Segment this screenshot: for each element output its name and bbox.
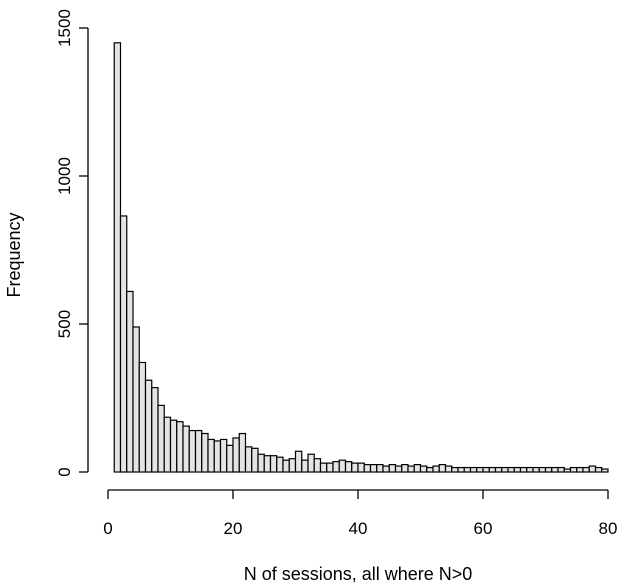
histogram-bar	[307, 453, 315, 473]
histogram-bar	[182, 425, 190, 473]
histogram-bar	[532, 466, 540, 473]
histogram-bar	[413, 464, 422, 473]
histogram-bar	[257, 453, 265, 473]
histogram-bar	[176, 421, 184, 473]
histogram-bar	[276, 456, 284, 473]
histogram-bar	[251, 447, 259, 473]
histogram-bar	[576, 466, 584, 473]
histogram-bar	[526, 466, 534, 473]
histogram-bar	[469, 466, 478, 473]
histogram-bar	[169, 419, 178, 473]
histogram-bar	[569, 466, 578, 473]
histogram-bar	[294, 450, 303, 473]
histogram-bar	[451, 466, 459, 473]
histogram-bar	[163, 416, 172, 473]
histogram-bar	[494, 466, 503, 473]
histogram-bar	[126, 290, 134, 473]
histogram-bar	[382, 465, 390, 473]
histogram-bar	[151, 387, 159, 473]
histogram-bar	[138, 361, 147, 473]
histogram-bar	[507, 466, 515, 473]
histogram-bar	[419, 465, 428, 473]
y-axis: 0 500 1000 1500	[55, 9, 89, 477]
histogram-bar	[338, 459, 347, 473]
histogram-bar	[326, 462, 334, 473]
histogram-bar	[476, 466, 484, 473]
x-axis-title: N of sessions, all where N>0	[244, 564, 473, 584]
histogram-bar	[351, 462, 359, 473]
histogram-bar	[301, 459, 309, 473]
histogram-bar	[201, 432, 209, 473]
histogram-bar	[482, 466, 490, 473]
histogram-bar	[388, 464, 397, 473]
histogram-bar	[313, 458, 322, 473]
histogram-bar	[369, 464, 378, 473]
histogram-bar	[444, 465, 453, 473]
histogram-bar	[376, 464, 384, 473]
histogram-bars	[113, 42, 609, 473]
histogram-bar	[207, 438, 215, 473]
histogram-bar	[188, 429, 197, 473]
x-tick-label: 80	[599, 519, 618, 538]
histogram-bar	[501, 466, 509, 473]
histogram-bar	[513, 466, 522, 473]
histogram-bar	[357, 462, 365, 473]
histogram-bar	[601, 468, 609, 473]
x-tick-label: 40	[349, 519, 368, 538]
x-tick-label: 20	[224, 519, 243, 538]
histogram-bar	[219, 438, 228, 473]
x-axis: 0 20 40 60 80	[103, 489, 618, 538]
histogram-bar	[244, 446, 253, 473]
histogram-bar	[332, 461, 340, 473]
histogram-bar	[557, 466, 565, 473]
histogram-bar	[226, 444, 234, 473]
x-tick-label: 0	[103, 519, 112, 538]
histogram-bar	[263, 455, 272, 473]
histogram-bar	[344, 461, 353, 473]
histogram-bar	[538, 466, 547, 473]
histogram-bar	[194, 429, 203, 473]
histogram-bar	[401, 464, 409, 473]
histogram-bar	[288, 458, 297, 473]
histogram-bar	[426, 466, 434, 473]
histogram-bar	[432, 465, 440, 473]
histogram-bar	[588, 465, 597, 473]
histogram-bar	[488, 466, 497, 473]
histogram-bar	[551, 466, 559, 473]
y-tick-label: 0	[55, 467, 74, 476]
histogram-bar	[463, 466, 472, 473]
histogram-bar	[582, 466, 590, 473]
histogram-bar	[113, 42, 122, 473]
histogram-bar	[363, 464, 372, 473]
histogram-bar	[319, 462, 328, 473]
histogram-bar	[157, 404, 165, 473]
histogram-bar	[519, 466, 528, 473]
histogram-bar	[144, 379, 153, 473]
histogram-bar	[594, 466, 603, 473]
histogram-bar	[457, 466, 465, 473]
histogram-bar	[213, 440, 222, 473]
histogram-bar	[232, 437, 240, 473]
histogram-bar	[269, 455, 278, 473]
histogram-bar	[407, 465, 415, 473]
y-tick-label: 1500	[55, 9, 74, 47]
histogram-bar	[132, 326, 140, 473]
histogram-bar	[563, 468, 572, 473]
y-tick-label: 1000	[55, 157, 74, 195]
histogram-bar	[282, 459, 290, 473]
histogram-bar	[394, 465, 403, 473]
histogram-bar	[544, 466, 553, 473]
y-tick-label: 500	[55, 310, 74, 338]
histogram-bar	[438, 464, 447, 473]
histogram-bar	[119, 215, 128, 473]
histogram-bar	[238, 432, 247, 473]
y-axis-title: Frequency	[4, 212, 24, 297]
x-tick-label: 60	[474, 519, 493, 538]
